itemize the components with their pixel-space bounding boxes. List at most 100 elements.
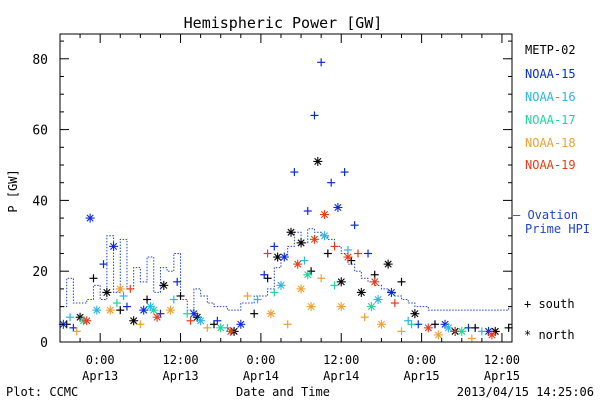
south-marker <box>263 274 272 283</box>
south-marker <box>203 323 212 332</box>
south-marker <box>360 313 369 322</box>
south-marker <box>66 313 75 322</box>
x-tick-label: 0:00 <box>407 353 436 367</box>
north-marker <box>343 252 353 262</box>
north-marker <box>386 287 396 297</box>
north-marker <box>226 326 236 336</box>
north-marker <box>82 316 92 326</box>
chart-title: Hemispheric Power [GW] <box>184 14 383 32</box>
y-tick-label: 80 <box>32 53 48 68</box>
south-marker <box>327 178 336 187</box>
south-marker <box>176 291 185 300</box>
x-axis-label: Date and Time <box>236 385 330 399</box>
x-tick-date-label: Apr13 <box>162 369 198 383</box>
south-marker <box>471 323 480 332</box>
south-marker <box>353 249 362 258</box>
south-marker <box>347 256 356 265</box>
north-marker <box>423 323 433 333</box>
south-marker <box>430 320 439 329</box>
north-marker <box>333 202 343 212</box>
north-marker <box>139 305 149 315</box>
south-marker <box>300 256 309 265</box>
south-marker <box>72 327 81 336</box>
y-tick-label: 20 <box>32 265 48 280</box>
north-marker <box>303 270 313 280</box>
y-tick-label: 40 <box>32 194 48 209</box>
south-marker <box>186 316 195 325</box>
x-tick-label: 0:00 <box>86 353 115 367</box>
south-marker <box>263 249 272 258</box>
south-marker <box>404 316 413 325</box>
north-marker <box>296 238 306 248</box>
north-marker <box>149 305 159 315</box>
north-marker <box>102 287 112 297</box>
south-marker <box>330 242 339 251</box>
north-marker <box>159 280 169 290</box>
x-tick-date-label: Apr15 <box>404 369 440 383</box>
north-marker <box>336 302 346 312</box>
south-marker <box>464 323 473 332</box>
south-marker <box>414 320 423 329</box>
north-marker <box>152 312 162 322</box>
north-marker <box>165 305 175 315</box>
legend-ovation-line2: Prime HPI <box>525 222 590 236</box>
south-marker <box>451 327 460 336</box>
north-marker <box>236 319 246 329</box>
south-marker <box>169 295 178 304</box>
south-marker <box>253 295 262 304</box>
south-marker <box>250 309 259 318</box>
south-marker <box>89 274 98 283</box>
legend-entry-noaa-16: NOAA-16 <box>525 90 576 104</box>
x-tick-label: 12:00 <box>484 353 520 367</box>
south-marker <box>156 309 165 318</box>
south-marker <box>213 316 222 325</box>
south-marker <box>364 249 373 258</box>
legend-entry-noaa-17: NOAA-17 <box>525 113 576 127</box>
south-marker <box>330 281 339 290</box>
legend-entry-noaa-19: NOAA-19 <box>525 158 576 172</box>
ovation-hpi-line <box>60 228 512 311</box>
north-marker <box>293 259 303 269</box>
north-marker <box>376 319 386 329</box>
timestamp: 2013/04/15 14:25:06 <box>457 385 594 399</box>
south-marker <box>307 267 316 276</box>
marker-key-north: * north <box>524 328 575 342</box>
north-marker <box>443 323 453 333</box>
south-marker <box>243 291 252 300</box>
south-marker <box>323 249 332 258</box>
south-marker <box>350 221 359 230</box>
north-marker <box>370 277 380 287</box>
plot-frame <box>59 33 513 343</box>
north-marker <box>115 284 125 294</box>
north-marker <box>216 323 226 333</box>
south-marker <box>99 260 108 269</box>
north-marker <box>373 295 383 305</box>
south-marker <box>477 327 486 336</box>
north-marker <box>189 309 199 319</box>
x-tick-date-label: Apr14 <box>323 369 359 383</box>
north-marker <box>196 316 206 326</box>
legend-entry-metp-02: METP-02 <box>525 43 576 57</box>
ticks: 0 20 40 60 80 0:00 Apr13 12:00 Apr13 0:00 Apr14 12:… <box>32 34 520 383</box>
y-axis-label: P [GW] <box>6 169 20 212</box>
north-marker <box>279 252 289 262</box>
south-marker <box>270 242 279 251</box>
ovation-step-line <box>60 228 512 311</box>
north-marker <box>129 316 139 326</box>
y-tick-label: 0 <box>40 336 48 351</box>
north-marker <box>366 302 376 312</box>
y-tick-label: 60 <box>32 124 48 139</box>
south-marker <box>317 274 326 283</box>
north-marker <box>487 330 497 340</box>
south-marker <box>173 277 182 286</box>
north-marker <box>296 284 306 294</box>
legend-entry-noaa-18: NOAA-18 <box>525 136 576 150</box>
south-marker <box>183 309 192 318</box>
plot-credit: Plot: CCMC <box>6 385 78 399</box>
north-marker <box>309 234 319 244</box>
north-marker <box>356 287 366 297</box>
x-tick-label: 12:00 <box>323 353 359 367</box>
north-marker <box>109 241 119 251</box>
north-marker <box>105 305 115 315</box>
